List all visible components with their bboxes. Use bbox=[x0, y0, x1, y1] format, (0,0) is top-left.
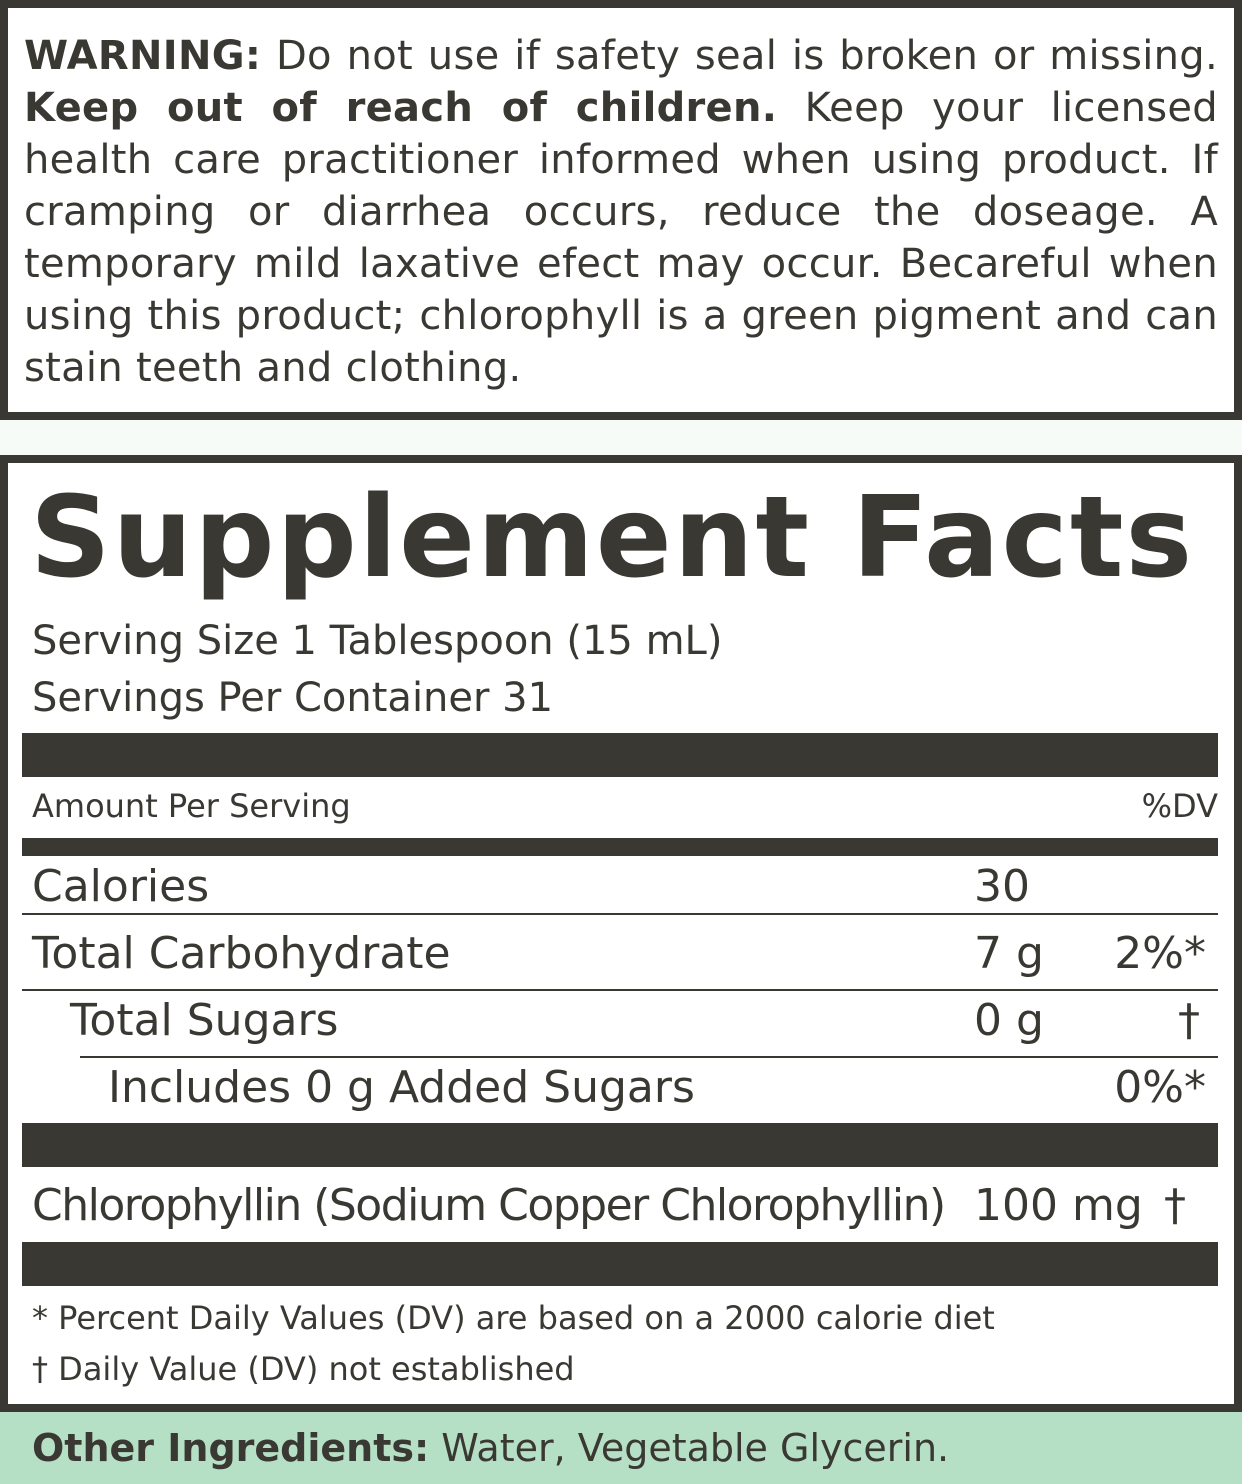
row-amount: 0 g bbox=[974, 995, 1044, 1046]
servings-per-container: Servings Per Container 31 bbox=[32, 675, 554, 721]
other-ingredients: Other Ingredients: Water, Vegetable Glyc… bbox=[32, 1426, 949, 1470]
warning-text: WARNING: Do not use if safety seal is br… bbox=[24, 30, 1218, 394]
footnote-dagger: † Daily Value (DV) not established bbox=[32, 1350, 575, 1388]
row-dv: 2%* bbox=[1114, 928, 1206, 979]
row-amount: 100 mg bbox=[974, 1180, 1143, 1231]
warning-text-2: Keep your licensed health care practitio… bbox=[24, 85, 1218, 391]
warning-text-1: Do not use if safety seal is broken or m… bbox=[261, 33, 1218, 79]
facts-title: Supplement Facts bbox=[30, 473, 1195, 603]
warning-box: WARNING: Do not use if safety seal is br… bbox=[0, 0, 1242, 420]
divider-bar bbox=[22, 1242, 1218, 1286]
amount-header: Amount Per Serving bbox=[32, 787, 351, 825]
warning-children: Keep out of reach of children. bbox=[24, 85, 778, 131]
row-name: Total Sugars bbox=[70, 995, 339, 1046]
row-amount: 7 g bbox=[974, 928, 1044, 979]
row-divider bbox=[80, 1056, 1218, 1058]
row-dv: † bbox=[1164, 1180, 1186, 1231]
row-divider bbox=[22, 989, 1218, 991]
divider-bar bbox=[22, 1123, 1218, 1167]
row-name: Includes 0 g Added Sugars bbox=[108, 1062, 695, 1113]
other-ingredients-band: Other Ingredients: Water, Vegetable Glyc… bbox=[0, 1412, 1242, 1484]
divider-bar bbox=[22, 838, 1218, 856]
row-name: Calories bbox=[32, 861, 210, 912]
warning-label: WARNING: bbox=[24, 33, 262, 79]
row-name: Chlorophyllin (Sodium Copper Chlorophyll… bbox=[32, 1180, 946, 1231]
row-dv: † bbox=[1178, 995, 1200, 1046]
footnote-dv: * Percent Daily Values (DV) are based on… bbox=[32, 1299, 995, 1337]
other-ingredients-text: Water, Vegetable Glycerin. bbox=[429, 1426, 950, 1470]
row-name: Total Carbohydrate bbox=[32, 928, 451, 979]
divider-bar bbox=[22, 733, 1218, 777]
row-divider bbox=[22, 913, 1218, 915]
row-dv: 0%* bbox=[1114, 1062, 1206, 1113]
other-ingredients-label: Other Ingredients: bbox=[32, 1426, 430, 1470]
serving-size: Serving Size 1 Tablespoon (15 mL) bbox=[32, 618, 723, 664]
row-amount: 30 bbox=[974, 861, 1030, 912]
supplement-facts-panel: Supplement Facts Serving Size 1 Tablespo… bbox=[0, 455, 1242, 1412]
dv-header: %DV bbox=[1141, 787, 1218, 825]
